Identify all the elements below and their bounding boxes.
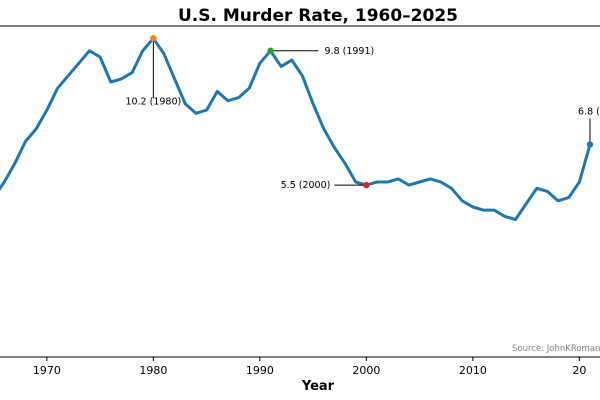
x-tick-label-1980: 1980 (139, 364, 167, 377)
annotation-label-2000: 5.5 (2000) (281, 180, 331, 191)
x-tick-label-2010: 2010 (459, 364, 487, 377)
x-tick-label-1970: 1970 (33, 364, 61, 377)
annotation-marker-2000 (363, 181, 370, 189)
annotation-marker-1991 (267, 47, 274, 54)
source-note: Source: JohnKRoman (512, 344, 600, 354)
x-tick-label-2020: 20 (572, 364, 586, 377)
x-tick-label-1990: 1990 (246, 364, 274, 377)
annotation-label-2021: 6.8 (2021) (578, 107, 600, 118)
series-layer (0, 36, 592, 221)
chart-title: U.S. Murder Rate, 1960–2025 (178, 6, 458, 26)
annotation-marker-2021 (586, 141, 594, 148)
series-line-0 (0, 36, 592, 221)
x-tick-label-2000: 2000 (352, 364, 380, 377)
annotation-label-1980: 10.2 (1980) (125, 96, 181, 107)
x-axis-ticks: 1970 1980 1990 2000 2010 20 (33, 357, 586, 377)
annotation-marker-1980 (150, 35, 157, 42)
x-axis-label: Year (301, 379, 335, 394)
annotation-label-1991: 9.8 (1991) (325, 46, 375, 57)
annotation-layer: 10.2 (1980) 9.8 (1991) 5.5 (2000) 6.8 (2021… (125, 35, 600, 191)
